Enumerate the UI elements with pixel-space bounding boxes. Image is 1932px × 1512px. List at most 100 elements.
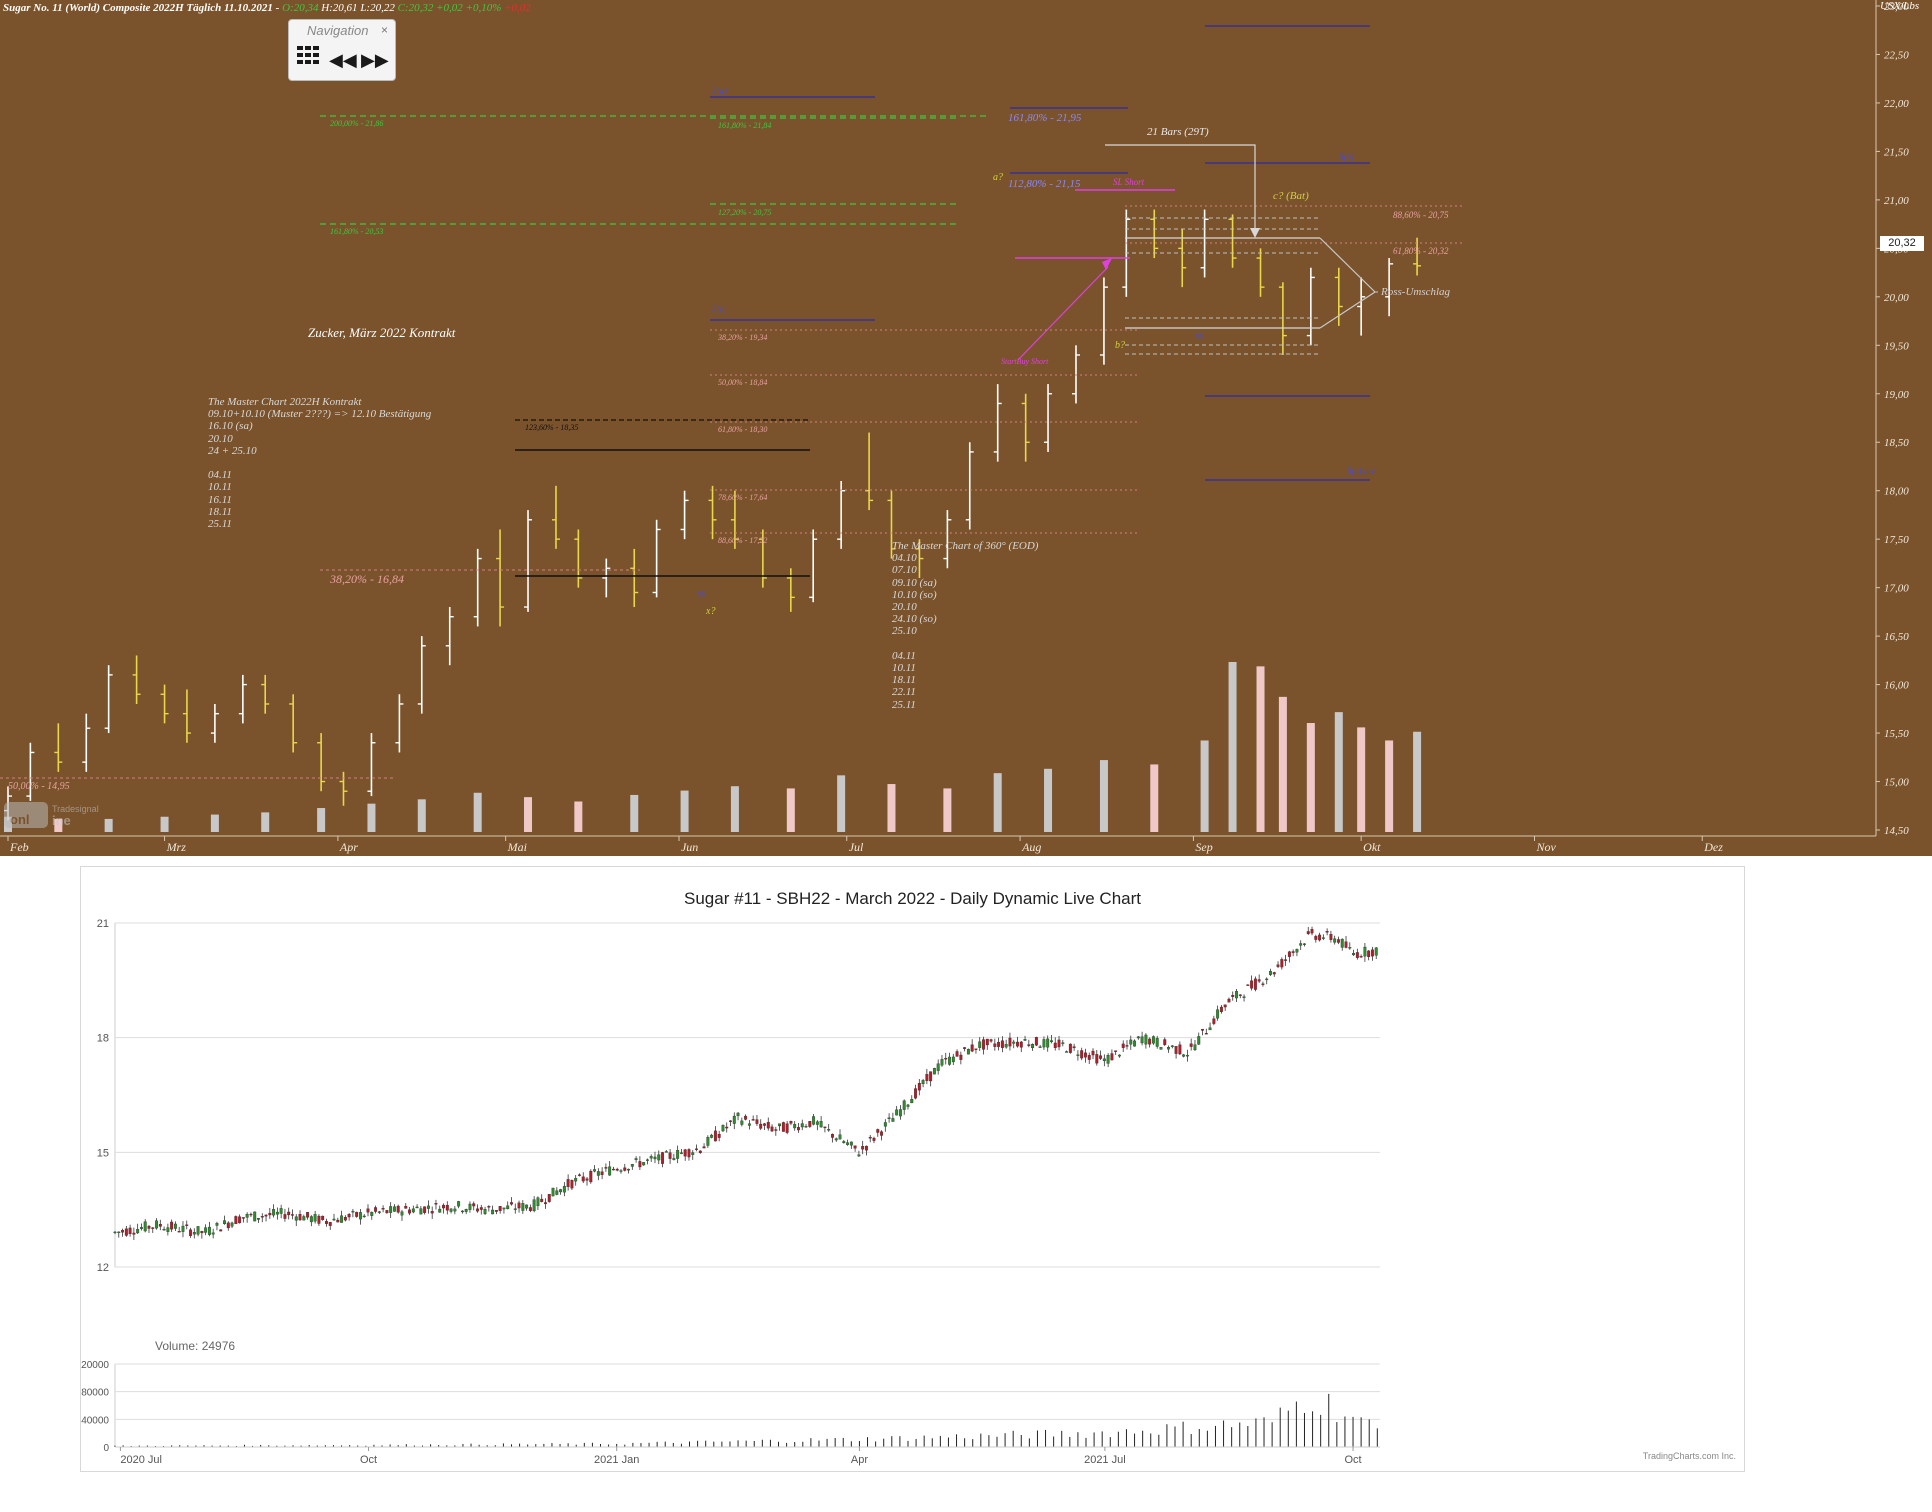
bars-21-arrow	[1105, 144, 1256, 235]
candle-body	[615, 1168, 619, 1171]
candle-body	[332, 1218, 336, 1221]
fast-forward-icon[interactable]: ▶▶	[361, 50, 389, 70]
tradesignal-chart: 23,0022,5022,0021,5021,0020,5020,0019,50…	[0, 0, 1932, 856]
candle-body	[483, 1209, 487, 1214]
candle-body	[1355, 952, 1359, 958]
candle-body	[555, 1190, 559, 1195]
candle-body	[1348, 947, 1352, 949]
navigation-panel[interactable]: Navigation × ◀◀ ▶▶	[288, 19, 396, 81]
candle-body	[1235, 991, 1238, 999]
candle-body	[506, 1205, 510, 1210]
volume-bar	[837, 775, 846, 832]
candle-body	[181, 1225, 185, 1232]
candle-body	[1212, 1018, 1216, 1024]
candle-body	[1136, 1036, 1140, 1039]
y-tick-label: 19,50	[1884, 340, 1909, 352]
candle-body	[510, 1202, 513, 1205]
candle-body	[117, 1231, 121, 1234]
candle-body	[1204, 1033, 1208, 1035]
candle-body	[525, 1204, 529, 1209]
note-line: 18.11	[208, 505, 232, 518]
candle-body	[710, 1134, 714, 1138]
candle-body	[294, 1216, 298, 1221]
candle-body	[139, 1227, 143, 1229]
candle-body	[1299, 943, 1303, 946]
price-grid: 21 18 15 12	[97, 918, 1380, 1274]
close-icon[interactable]: ×	[380, 23, 388, 37]
candle-body	[974, 1048, 978, 1050]
candle-body	[1008, 1037, 1012, 1047]
candle-body	[978, 1041, 982, 1048]
candle-body	[143, 1221, 147, 1232]
candle-body	[672, 1158, 676, 1160]
x-tick-label: 2020 Jul	[120, 1454, 162, 1466]
candle-body	[846, 1142, 850, 1145]
candle-body	[653, 1156, 657, 1160]
unit-label: USX/Lbs	[1880, 0, 1920, 12]
candle-body	[1325, 931, 1329, 933]
candle-body	[623, 1167, 627, 1171]
x-tick-label: Mrz	[166, 840, 187, 854]
candle-body	[1219, 1006, 1223, 1013]
note-line: 04.11	[208, 469, 232, 482]
candle-body	[774, 1129, 778, 1131]
candle-body	[876, 1129, 880, 1133]
candle-body	[1329, 934, 1333, 940]
candle-body	[238, 1216, 242, 1224]
candle-body	[944, 1057, 948, 1060]
candle-body	[1201, 1028, 1204, 1031]
note-line: 07.10	[892, 564, 917, 577]
candle-body	[630, 1164, 634, 1167]
candle-body	[642, 1162, 646, 1166]
candle-body	[1280, 959, 1284, 968]
ss-label-1: SS	[697, 590, 705, 599]
candle-body	[736, 1112, 740, 1117]
volume-bar	[160, 816, 169, 832]
y-tick-label: 17,50	[1884, 534, 1909, 546]
candle-body	[702, 1146, 706, 1149]
y-axis: 23,0022,5022,0021,5021,0020,5020,0019,50…	[0, 0, 1910, 837]
candle-body	[113, 1231, 117, 1234]
candle-body	[1117, 1054, 1121, 1057]
y-tick-label: 21,00	[1884, 195, 1909, 207]
candle-body	[1027, 1044, 1031, 1046]
note-line: 25.10	[892, 625, 917, 638]
candle-body	[1023, 1039, 1027, 1041]
candle-body	[438, 1208, 442, 1213]
candle-body	[808, 1120, 812, 1127]
y-tick-label: 22,50	[1884, 49, 1909, 61]
startbuy-arrowhead	[1102, 258, 1112, 270]
candle-body	[317, 1215, 321, 1224]
candle-body	[158, 1223, 162, 1227]
candle-body	[842, 1141, 846, 1144]
volume-bars	[4, 662, 1422, 832]
candle-body	[997, 1041, 1001, 1047]
sz-b-label: 5(b)	[1339, 152, 1354, 162]
candle-body	[1019, 1041, 1023, 1048]
candle-body	[479, 1207, 483, 1210]
svg-text:onl: onl	[10, 812, 30, 827]
fib-low-label: 50,00% - 14,95	[8, 781, 70, 792]
y-tick-label: 17,00	[1884, 583, 1909, 595]
x-tick-label: Oct	[1344, 1454, 1361, 1466]
volume-bar	[367, 803, 376, 832]
rewind-icon[interactable]: ◀◀	[329, 50, 357, 70]
candle-body	[596, 1171, 600, 1176]
candle-body	[713, 1130, 717, 1142]
y-tick-label: 15,50	[1884, 728, 1909, 740]
candle-body	[1370, 949, 1374, 957]
volume-tick-label: 40000	[81, 1415, 109, 1426]
y-tick-label: 14,50	[1884, 825, 1909, 837]
candle-body	[1321, 937, 1325, 939]
candle-body	[351, 1210, 355, 1213]
candle-body	[517, 1202, 521, 1209]
candle-body	[676, 1150, 680, 1159]
candle-body	[593, 1169, 597, 1172]
candle-body	[770, 1126, 774, 1132]
candle-body	[766, 1122, 770, 1129]
candle-body	[679, 1152, 683, 1154]
candle-body	[389, 1206, 393, 1213]
candle-body	[1344, 941, 1348, 948]
note-line: 09.10+10.10 (Muster 2???) => 12.10 Bestä…	[208, 408, 432, 421]
candle-body	[948, 1056, 951, 1065]
